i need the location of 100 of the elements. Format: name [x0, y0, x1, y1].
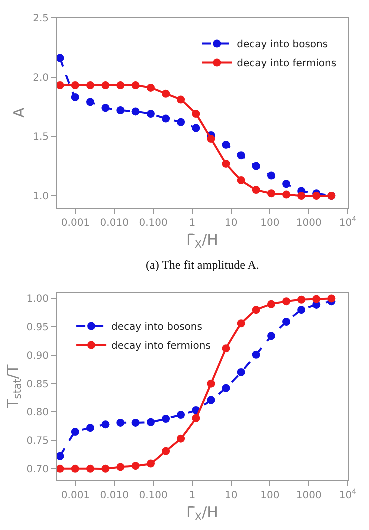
y-tick-label: 1.0 — [33, 192, 49, 202]
y-tick-label: 0.75 — [26, 436, 49, 448]
point — [102, 82, 110, 90]
point — [57, 82, 64, 90]
point — [222, 160, 230, 168]
point — [116, 463, 125, 472]
x-tick-label: 0.001 — [61, 218, 90, 229]
point — [268, 300, 276, 308]
point — [222, 384, 230, 392]
point — [192, 110, 200, 118]
point — [86, 82, 95, 90]
x-tick-label: 10 — [224, 218, 238, 229]
point — [146, 110, 155, 118]
point — [252, 162, 260, 170]
point — [146, 84, 155, 92]
point — [71, 464, 80, 473]
y-tick-label: 1.5 — [33, 132, 49, 144]
point — [268, 332, 276, 340]
point — [162, 114, 170, 123]
x-tick-label: 1 — [189, 490, 196, 502]
point — [268, 190, 276, 198]
point — [162, 447, 170, 456]
x-axis-title: Γ̄$_{X}$/H — [186, 503, 218, 524]
point — [86, 98, 95, 106]
point — [57, 464, 64, 473]
legend-label: decay into fermions — [237, 58, 337, 70]
point — [222, 344, 230, 353]
point — [298, 306, 306, 314]
point — [102, 464, 110, 473]
x-tick-label: 0.001 — [61, 490, 90, 502]
point — [252, 350, 260, 359]
point — [102, 420, 110, 429]
x-axis-title: Γ̄$_{X}$/H — [186, 230, 218, 252]
x-tick-label: 10$^{4}$ — [339, 488, 358, 502]
point — [252, 186, 260, 194]
point — [207, 135, 216, 143]
point — [71, 428, 80, 436]
point — [116, 418, 125, 427]
point — [162, 90, 170, 98]
y-tick-label: 2.0 — [33, 72, 49, 84]
y-axis-title: A — [10, 107, 28, 118]
point — [282, 298, 291, 306]
x-tick-label: 100 — [260, 490, 280, 502]
point — [207, 396, 216, 404]
point — [132, 418, 140, 427]
point — [57, 452, 64, 460]
point — [177, 96, 186, 104]
x-tick-label: 1 — [189, 218, 196, 229]
point — [146, 460, 155, 468]
y-tick-label: 1.00 — [26, 294, 49, 306]
point — [328, 294, 336, 303]
point — [237, 152, 246, 160]
point — [222, 140, 230, 149]
text: (a) The fit amplitude A. — [146, 258, 260, 272]
point — [132, 462, 140, 470]
legend-label: decay into bosons — [112, 322, 202, 334]
x-tick-label: 10 — [224, 490, 238, 502]
point — [282, 318, 291, 326]
point — [162, 414, 170, 423]
point — [116, 106, 125, 114]
point — [282, 190, 291, 199]
point — [132, 108, 140, 116]
y-tick-label: 0.90 — [26, 350, 49, 362]
point — [298, 192, 306, 200]
point — [192, 124, 200, 132]
point — [177, 411, 186, 420]
legend-label: decay into fermions — [112, 341, 211, 352]
point — [312, 295, 321, 304]
point — [102, 104, 110, 112]
point — [237, 176, 246, 185]
point — [71, 93, 80, 102]
point — [132, 82, 140, 90]
y-tick-label: 0.85 — [26, 379, 49, 390]
point — [312, 192, 321, 200]
point — [116, 82, 125, 90]
x-tick-label: 100 — [260, 218, 280, 229]
x-tick-label: 0.010 — [100, 490, 129, 502]
point — [237, 320, 246, 328]
y-tick-label: 2.5 — [33, 13, 49, 24]
point — [86, 424, 95, 432]
y-tick-label: 0.80 — [26, 408, 49, 419]
y-tick-label: 0.70 — [26, 464, 49, 476]
legend-label: decay into bosons — [237, 40, 328, 51]
x-tick-label: 1000 — [296, 218, 322, 229]
point — [252, 306, 260, 314]
point — [282, 180, 291, 188]
point — [177, 434, 186, 443]
x-tick-label: 0.100 — [139, 218, 168, 229]
x-tick-label: 10$^{4}$ — [339, 216, 358, 229]
point — [207, 380, 216, 388]
point — [192, 414, 200, 422]
x-tick-label: 1000 — [296, 490, 322, 502]
point — [146, 418, 155, 426]
y-tick-label: 0.95 — [26, 322, 49, 334]
point — [237, 368, 246, 376]
x-tick-label: 0.100 — [139, 490, 168, 502]
point — [268, 172, 276, 180]
x-tick-label: 0.010 — [100, 218, 129, 229]
point — [86, 464, 95, 473]
point — [71, 82, 80, 90]
